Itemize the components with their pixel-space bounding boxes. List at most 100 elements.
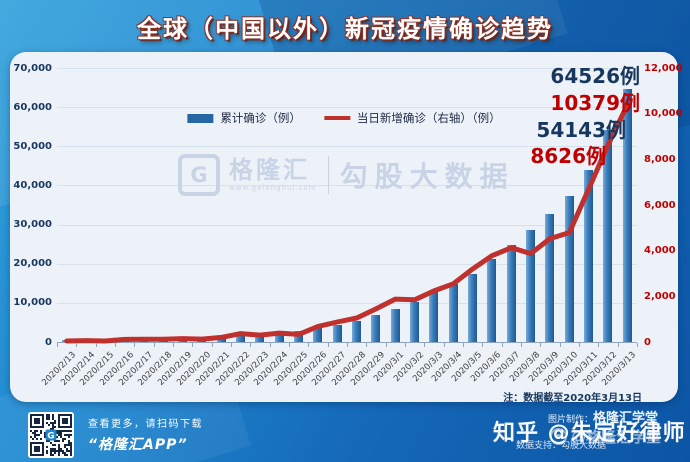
x-axis-tick (231, 343, 232, 347)
x-axis-tick (579, 343, 580, 347)
bar (274, 332, 284, 342)
bar (584, 169, 594, 342)
x-axis-tick (211, 343, 213, 347)
annotation-new-0312: 8626例 (530, 144, 606, 168)
zhihu-watermark: 知乎 @朱定好律师 (493, 421, 686, 446)
x-axis-tick (385, 343, 387, 347)
x-axis-tick (501, 343, 503, 347)
y-axis-tick-label-right: 0 (644, 336, 651, 348)
bar (622, 89, 632, 342)
line-legend-swatch (323, 116, 350, 120)
x-axis-tick (76, 343, 78, 347)
line-series (64, 102, 630, 344)
y-axis-tick-label-left: 20,000 (13, 258, 52, 270)
credit-producer: 图片制作：格隆汇学堂 (548, 407, 658, 426)
x-axis-tick (115, 343, 116, 347)
x-axis-tick (95, 343, 97, 347)
x-axis-tick (637, 343, 638, 347)
bar-legend-label: 累计确诊（例） (220, 111, 301, 125)
legend: 累计确诊（例） 当日新增确诊（右轴）（例） (187, 110, 501, 126)
x-axis-tick (289, 343, 290, 347)
y-axis-tick-label-left: 50,000 (13, 140, 52, 152)
x-axis-tick (559, 343, 561, 347)
bar-slot (366, 68, 385, 342)
chart-card: 70,000 60,000 50,000 40,000 30,000 20,000 10,0… (10, 52, 683, 404)
line-series-path (64, 102, 630, 344)
weibo-handle: @格隆汇学堂 (550, 426, 661, 447)
bar-slot (347, 68, 366, 342)
gridline (57, 224, 637, 226)
bar (410, 301, 420, 342)
y-axis-tick-label-left: 0 (45, 336, 52, 348)
x-axis-tick (173, 343, 174, 347)
bar-slot (424, 68, 443, 342)
weibo-icon (550, 428, 567, 445)
bar-slot (231, 68, 250, 342)
bar-slot (521, 68, 540, 342)
bar-slot (328, 68, 347, 342)
bar-slot (463, 68, 482, 342)
bar (545, 213, 555, 342)
bar (603, 130, 613, 342)
x-axis-tick (424, 343, 426, 347)
x-axis-tick (482, 343, 484, 347)
credit-producer-value: 格隆汇学堂 (593, 411, 659, 426)
qr-center-logo: G (47, 432, 54, 442)
x-axis-tick (443, 343, 445, 347)
y-axis-tick-label-left: 40,000 (13, 179, 52, 191)
scan-prompt: 查看更多，请扫码下载 “格隆汇APP” (88, 415, 203, 454)
bar-slot (482, 68, 501, 342)
x-axis-tick (153, 343, 155, 347)
bar (429, 292, 439, 342)
bar (506, 245, 516, 342)
x-axis-tick (57, 343, 58, 347)
x-axis-tick (598, 343, 600, 347)
y-axis-tick-label-left: 10,000 (13, 297, 52, 309)
bar-legend-swatch (187, 113, 214, 123)
y-axis-tick-label-right: 6,000 (644, 199, 676, 211)
x-axis-tick (269, 343, 271, 347)
qr-code: G (28, 412, 74, 458)
bar-slot (405, 68, 424, 342)
bar-slot (598, 68, 617, 342)
gridline (57, 107, 637, 109)
annotation-cumulative-0312: 54143例 (536, 118, 626, 142)
scan-prompt-line1: 查看更多，请扫码下载 (88, 419, 203, 430)
bar (332, 324, 342, 342)
bar-slot (560, 68, 579, 342)
x-axis-tick (192, 343, 194, 347)
y-axis-tick-label-left: 60,000 (13, 101, 52, 113)
y-axis-tick-label-right: 12,000 (644, 62, 683, 74)
bar (448, 284, 458, 342)
y-axis-tick-label-right: 8,000 (644, 153, 676, 165)
bar-slot (250, 68, 269, 342)
bar-slot (444, 68, 463, 342)
bar (468, 273, 478, 342)
credit-producer-label: 图片制作： (548, 415, 594, 425)
bar-slot (502, 68, 521, 342)
y-axis-tick-label-left: 70,000 (13, 62, 52, 74)
x-axis-tick (308, 343, 310, 347)
page-title: 全球（中国以外）新冠疫情确诊趋势 (137, 15, 553, 43)
bar-slot (540, 68, 559, 342)
annotation-new-0313: 10379例 (550, 91, 640, 115)
bar-slot (386, 68, 405, 342)
bar (371, 315, 381, 342)
y-axis-tick-label-right: 4,000 (644, 245, 676, 257)
y-axis-tick-label-right: 10,000 (644, 108, 683, 120)
gridline (57, 146, 637, 148)
x-axis-tick (250, 343, 252, 347)
x-axis-tick (463, 343, 464, 347)
bar-slot (579, 68, 598, 342)
y-axis-tick-label-right: 2,000 (644, 290, 676, 302)
gridline (57, 185, 637, 187)
bar (526, 229, 536, 342)
bar-slot (308, 68, 327, 342)
x-axis-tick (617, 343, 619, 347)
credit-data-support: 数据支持：勾股大数据 (516, 441, 607, 451)
bar (564, 195, 574, 342)
bar (487, 259, 497, 342)
bar-slot (270, 68, 289, 342)
annotation-cumulative-0313: 64526例 (550, 64, 640, 88)
